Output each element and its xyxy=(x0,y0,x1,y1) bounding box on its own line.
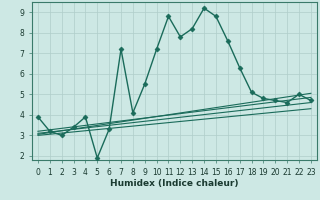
X-axis label: Humidex (Indice chaleur): Humidex (Indice chaleur) xyxy=(110,179,239,188)
